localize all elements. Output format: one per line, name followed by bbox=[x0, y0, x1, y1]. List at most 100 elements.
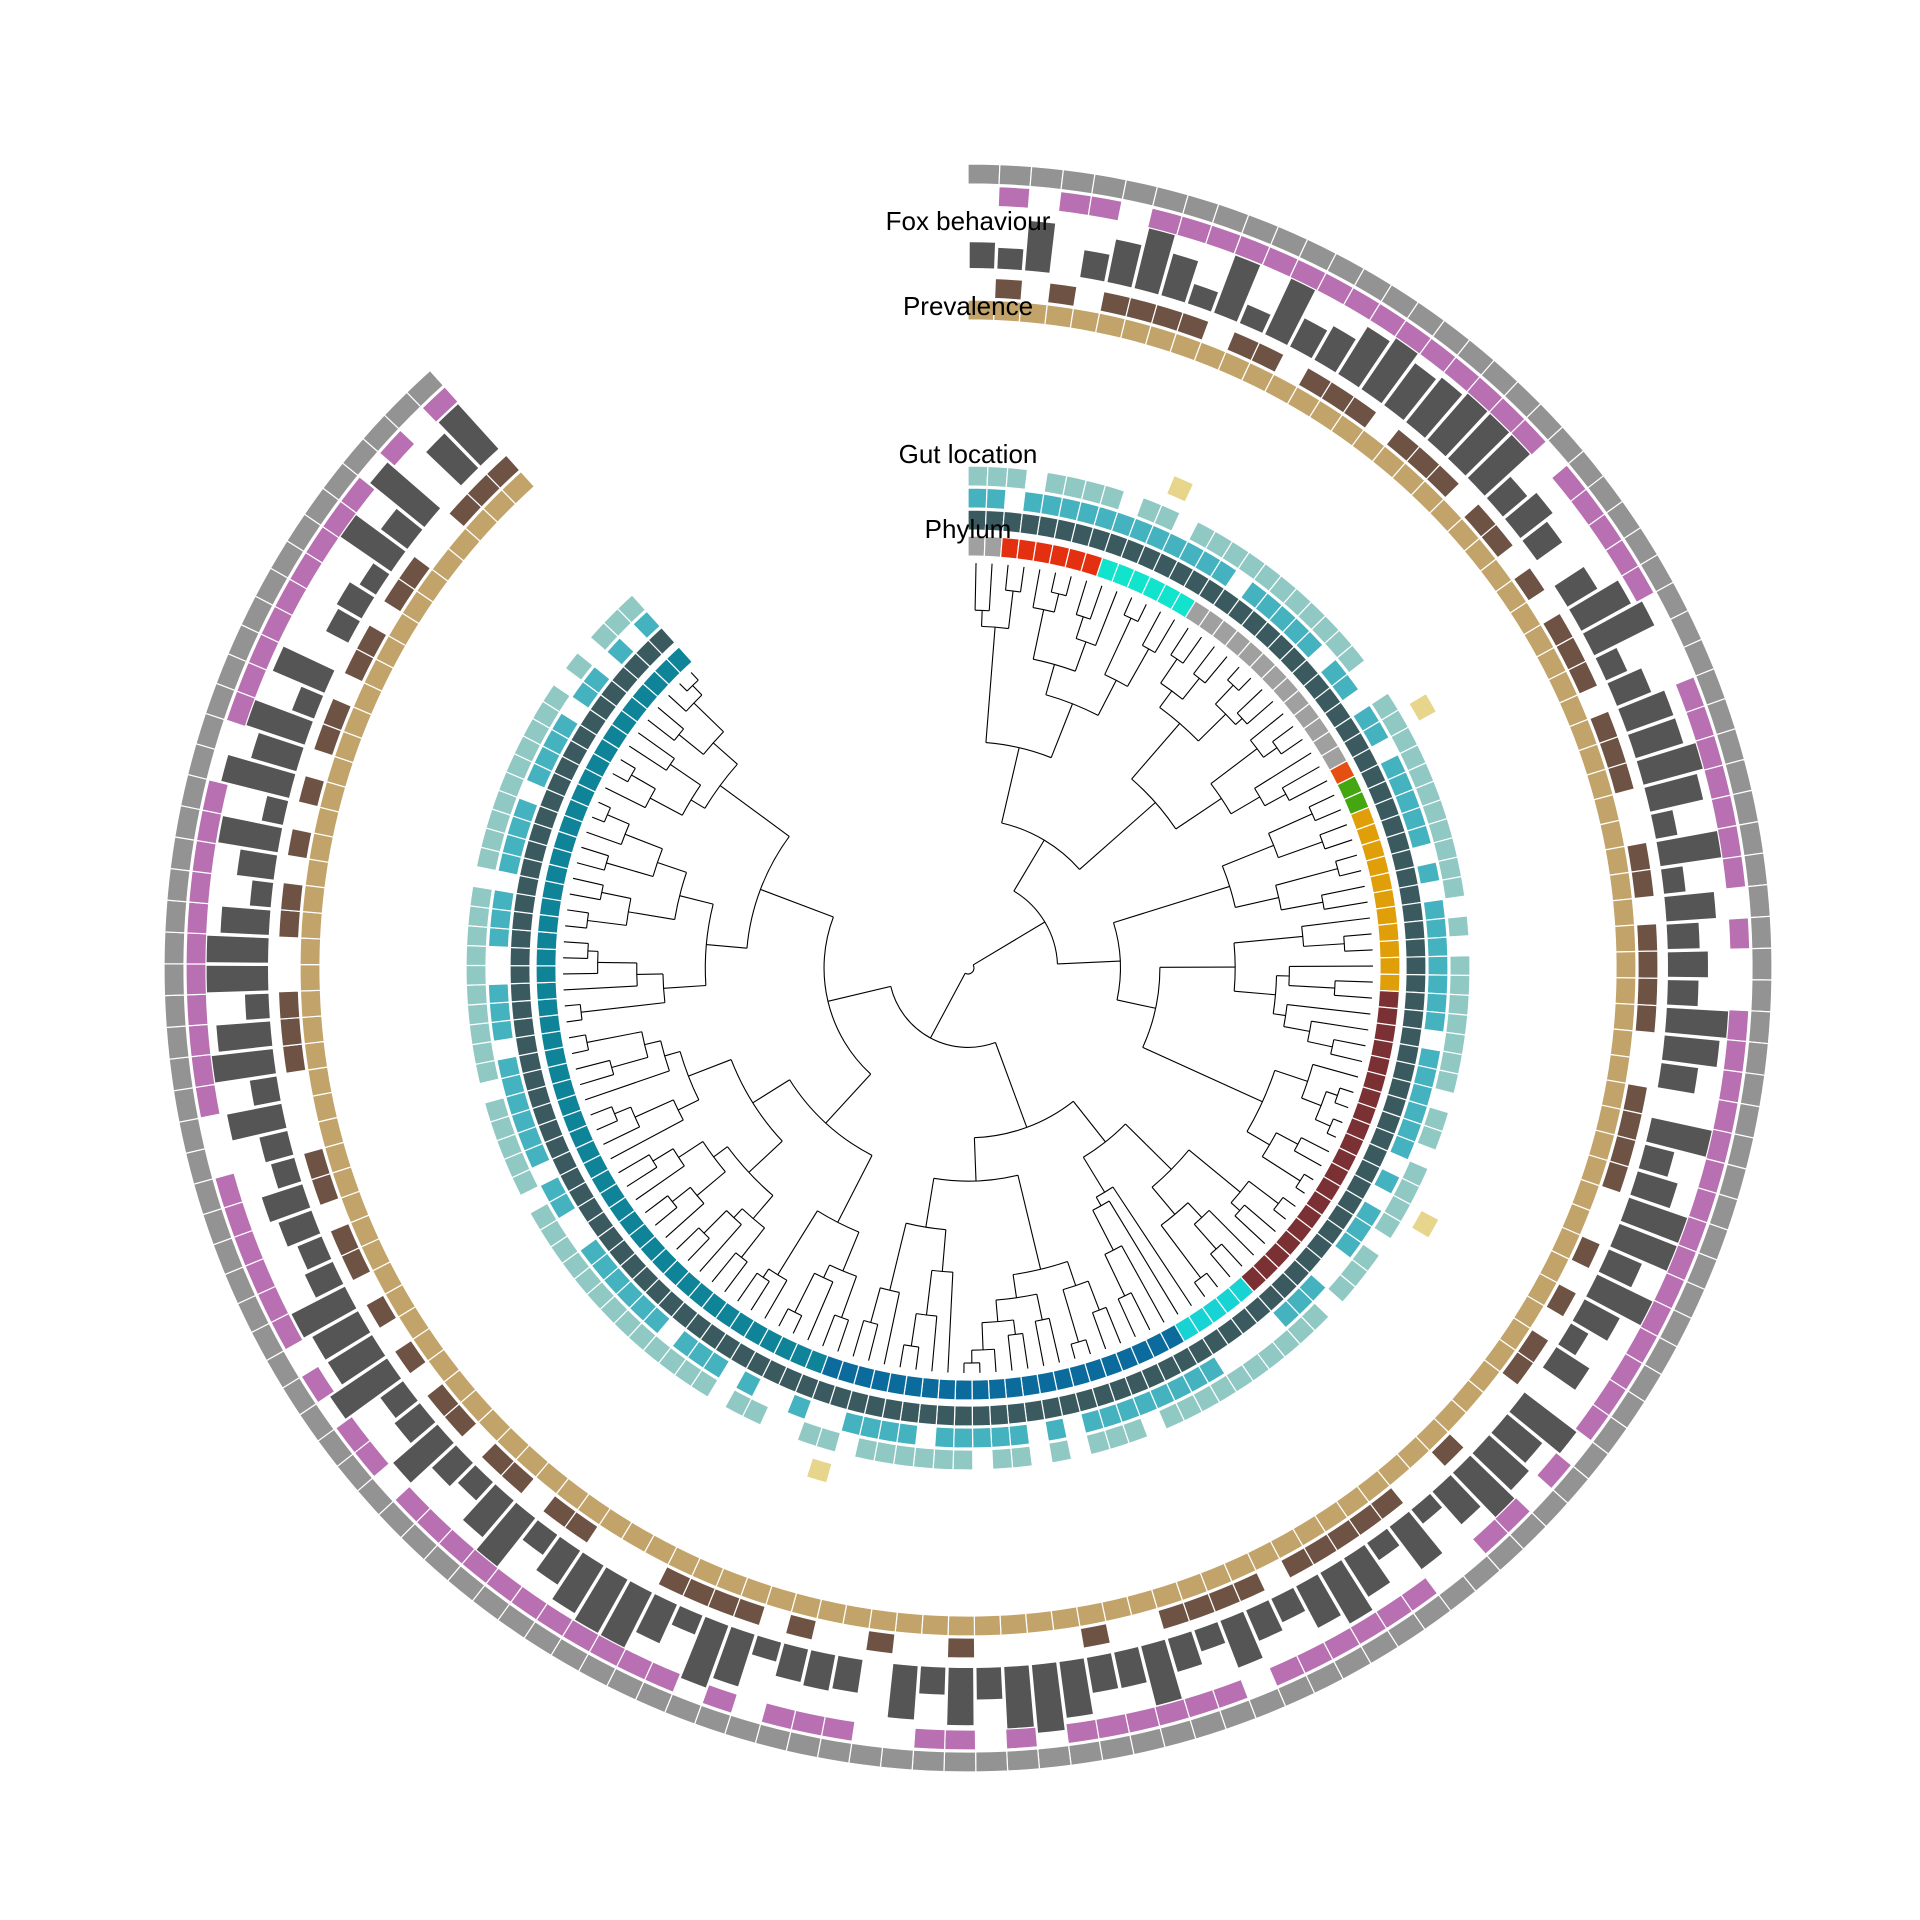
prevalence-bar bbox=[292, 686, 324, 719]
gut-location-cell bbox=[582, 665, 611, 695]
tree-branch bbox=[1151, 1186, 1176, 1215]
tree-branch bbox=[889, 1223, 907, 1291]
prevalence-bar bbox=[1620, 1197, 1691, 1245]
tree-branch bbox=[1095, 591, 1118, 646]
metadata-band-cell bbox=[300, 910, 323, 940]
prevalence-bar bbox=[380, 1381, 418, 1418]
fox-behaviour-ring bbox=[163, 163, 1773, 1773]
tree-branch bbox=[1233, 935, 1303, 944]
metadata-band-cell bbox=[307, 1066, 333, 1097]
metadata-band-cell bbox=[1126, 1588, 1158, 1617]
tree-branch bbox=[635, 1165, 685, 1201]
gut-location-cell bbox=[1423, 1010, 1447, 1033]
metadata-band-cell bbox=[1024, 1609, 1055, 1635]
prevalence-bar bbox=[426, 433, 479, 486]
tree-branch bbox=[1301, 1064, 1314, 1099]
prevalence-bar bbox=[1314, 326, 1356, 373]
fox-behaviour-cell bbox=[816, 1737, 853, 1764]
tree-branch bbox=[1263, 747, 1278, 758]
tree-branch bbox=[868, 1324, 879, 1361]
phylum-cell bbox=[1378, 939, 1401, 959]
tree-branch bbox=[746, 836, 790, 949]
tree-branch bbox=[634, 1099, 674, 1118]
gut-location-cell bbox=[1410, 1209, 1440, 1239]
tree-branch bbox=[568, 1034, 586, 1039]
gut-location-cell bbox=[1157, 1402, 1186, 1430]
prevalence-bar bbox=[832, 1655, 863, 1693]
metadata-band-cell bbox=[864, 1629, 896, 1655]
tree-branch bbox=[988, 563, 993, 611]
tree-branch bbox=[1045, 694, 1099, 716]
fox-behaviour-cell bbox=[1006, 1748, 1041, 1772]
tree-branch bbox=[752, 1079, 790, 1104]
tree-branch bbox=[637, 732, 675, 759]
fox-behaviour-cell bbox=[185, 963, 208, 996]
tree-branch bbox=[762, 1268, 770, 1278]
tree-branch bbox=[925, 1178, 935, 1228]
tree-branch bbox=[1160, 682, 1183, 700]
tree-branch bbox=[692, 685, 703, 696]
fox-behaviour-cell bbox=[1037, 1744, 1072, 1770]
tree-branch bbox=[1050, 703, 1074, 758]
tree-branch bbox=[1008, 1332, 1023, 1336]
prevalence-bar bbox=[1636, 741, 1709, 785]
prevalence-bar bbox=[1239, 304, 1271, 333]
gut-location-cell bbox=[550, 712, 580, 741]
prevalence-bar bbox=[1296, 1574, 1341, 1628]
fox-behaviour-cell bbox=[1725, 1008, 1750, 1043]
fox-behaviour-cell bbox=[185, 993, 209, 1027]
prevalence-bar bbox=[1661, 866, 1686, 894]
gut-location-cell bbox=[1085, 1429, 1111, 1456]
metadata-band-cell bbox=[1250, 341, 1285, 374]
metadata-band-cell bbox=[301, 884, 326, 914]
gut-location-cell bbox=[529, 1202, 558, 1232]
prevalence-bar bbox=[1452, 1455, 1519, 1522]
tree-branch bbox=[614, 1106, 631, 1115]
gut-location-cell bbox=[1372, 1167, 1401, 1196]
gut-location-cell bbox=[511, 797, 539, 824]
prevalence-bar bbox=[216, 1021, 273, 1052]
prevalence-bar bbox=[969, 242, 996, 269]
tree-branch bbox=[1105, 1307, 1122, 1344]
prevalence-bar bbox=[1427, 392, 1489, 457]
fox-behaviour-cell bbox=[1620, 565, 1655, 604]
prevalence-bar bbox=[1472, 1435, 1529, 1491]
tree-branch bbox=[750, 1281, 770, 1311]
metadata-band-cell bbox=[993, 277, 1024, 301]
metadata-band-cell bbox=[485, 454, 521, 490]
tree-branch bbox=[1333, 1118, 1343, 1124]
fox-behaviour-cell bbox=[723, 1714, 762, 1745]
tree-branch bbox=[1295, 1186, 1305, 1194]
tree-branch bbox=[995, 1300, 999, 1322]
tree-branch bbox=[689, 1187, 705, 1204]
metadata-bands bbox=[277, 277, 1659, 1659]
tree-branch bbox=[1274, 1069, 1308, 1082]
tree-branch bbox=[587, 943, 589, 959]
tree-branch bbox=[1112, 922, 1121, 1001]
prevalence-bar bbox=[1025, 221, 1056, 273]
fox-behaviour-cell bbox=[174, 804, 201, 841]
prevalence-bar bbox=[1610, 1223, 1683, 1274]
prevalence-bar bbox=[671, 1606, 703, 1635]
phylum-cell bbox=[536, 997, 560, 1018]
prevalence-bar bbox=[1554, 566, 1598, 607]
prevalence-bar bbox=[1598, 1249, 1642, 1288]
gut-location-cell bbox=[579, 1237, 608, 1267]
fox-behaviour-cell bbox=[188, 870, 213, 905]
tree-branch bbox=[789, 1079, 873, 1156]
tree-branch bbox=[1131, 723, 1181, 780]
tree-branch bbox=[1244, 1204, 1276, 1233]
tree-branch bbox=[1022, 1333, 1029, 1369]
gut-location-cell bbox=[564, 651, 594, 682]
tree-branch bbox=[1221, 1243, 1243, 1267]
tree-branch bbox=[1032, 609, 1045, 660]
tree-branch bbox=[603, 1126, 640, 1145]
metadata-band-cell bbox=[541, 1494, 578, 1529]
metadata-band-cell bbox=[1430, 1432, 1466, 1468]
tree-branch bbox=[652, 848, 663, 877]
gut-location-cell bbox=[514, 1034, 539, 1057]
tree-branch bbox=[1326, 1091, 1338, 1096]
prevalence-bar bbox=[249, 1076, 281, 1106]
fox-behaviour-cell bbox=[912, 1727, 946, 1751]
tree-branch bbox=[586, 1031, 642, 1043]
